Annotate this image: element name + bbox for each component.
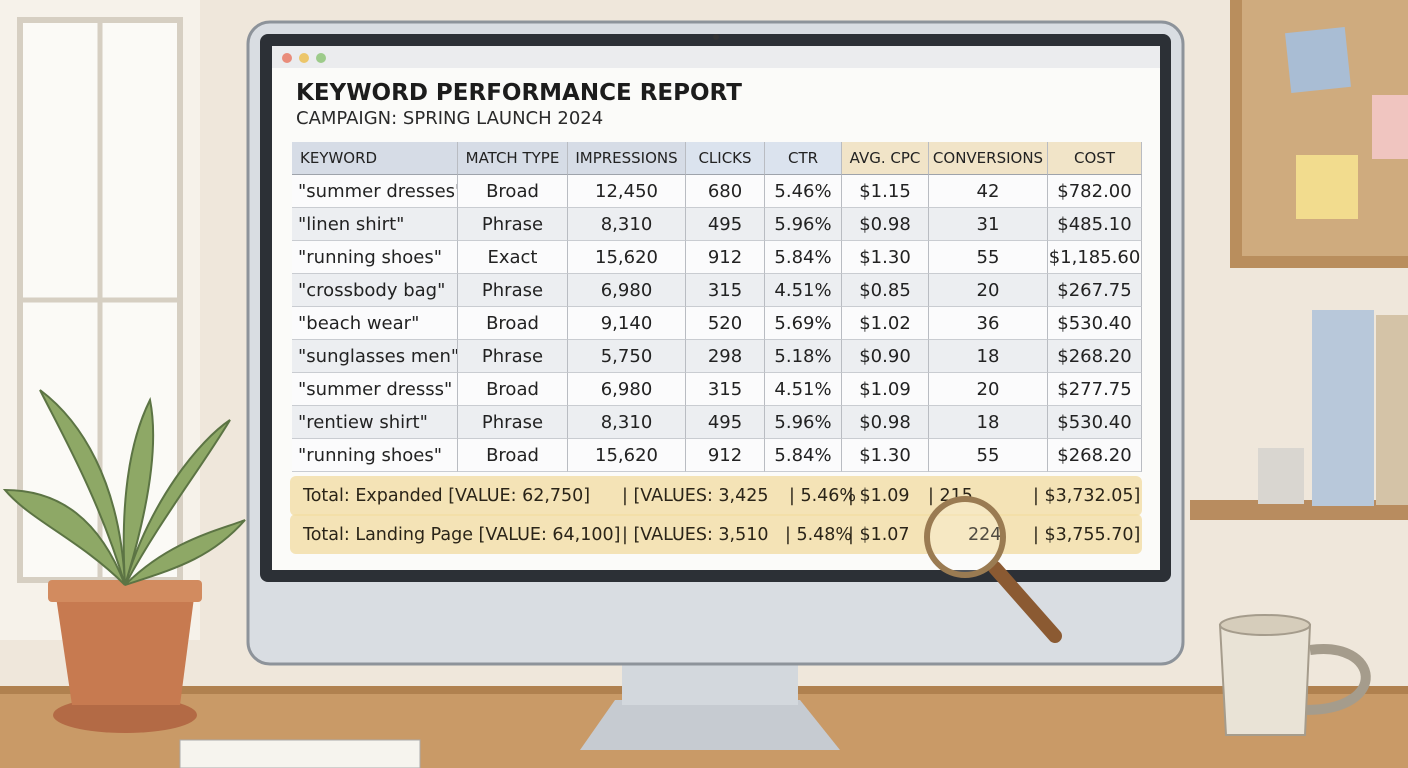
table-cell: 18 xyxy=(929,406,1048,439)
table-cell: Broad xyxy=(458,373,568,406)
table-cell: 495 xyxy=(686,208,765,241)
column-header: CTR xyxy=(765,142,842,175)
table-cell: 6,980 xyxy=(568,373,686,406)
total-segment: | 5.48% xyxy=(785,525,853,545)
table-cell: $530.40 xyxy=(1048,406,1142,439)
total-segment: | $3,755.70] xyxy=(1033,525,1141,545)
table-cell: $1.30 xyxy=(842,439,929,472)
table-cell: 298 xyxy=(686,340,765,373)
table-cell: 5.18% xyxy=(765,340,842,373)
table-cell: 680 xyxy=(686,175,765,208)
table-cell: 15,620 xyxy=(568,439,686,472)
table-cell: $530.40 xyxy=(1048,307,1142,340)
column-header: CONVERSIONS xyxy=(929,142,1048,175)
table-cell: Broad xyxy=(458,307,568,340)
table-cell: 315 xyxy=(686,274,765,307)
table-cell: "sunglasses men" xyxy=(292,340,458,373)
table-cell: 5.96% xyxy=(765,208,842,241)
column-header: COST xyxy=(1048,142,1142,175)
total-segment: | 5.46% xyxy=(789,486,857,506)
table-cell: Broad xyxy=(458,175,568,208)
column-header: AVG. CPC xyxy=(842,142,929,175)
table-cell: 4.51% xyxy=(765,373,842,406)
table-cell: 31 xyxy=(929,208,1048,241)
table-cell: 495 xyxy=(686,406,765,439)
table-cell: 5.96% xyxy=(765,406,842,439)
table-cell: "running shoes" xyxy=(292,241,458,274)
table-cell: 315 xyxy=(686,373,765,406)
table-cell: 912 xyxy=(686,439,765,472)
table-cell: $0.85 xyxy=(842,274,929,307)
table-cell: 520 xyxy=(686,307,765,340)
table-cell: 12,450 xyxy=(568,175,686,208)
table-cell: Exact xyxy=(458,241,568,274)
total-segment: | $3,732.05] xyxy=(1033,486,1141,506)
total-segment: Total: Expanded [VALUE: 62,750] xyxy=(303,486,591,506)
total-segment: | $1.09 xyxy=(848,486,910,506)
table-cell: "linen shirt" xyxy=(292,208,458,241)
table-cell: 15,620 xyxy=(568,241,686,274)
table-cell: $1.02 xyxy=(842,307,929,340)
table-cell: 5.84% xyxy=(765,439,842,472)
table-cell: Phrase xyxy=(458,208,568,241)
table-cell: 4.51% xyxy=(765,274,842,307)
table-cell: $277.75 xyxy=(1048,373,1142,406)
table-cell: $485.10 xyxy=(1048,208,1142,241)
table-cell: $1.09 xyxy=(842,373,929,406)
total-segment: Total: Landing Page [VALUE: 64,100] xyxy=(303,525,621,545)
column-header: MATCH TYPE xyxy=(458,142,568,175)
table-cell: 8,310 xyxy=(568,208,686,241)
column-header: IMPRESSIONS xyxy=(568,142,686,175)
column-header: KEYWORD xyxy=(292,142,458,175)
total-segment: | 215 xyxy=(928,486,973,506)
table-cell: $0.98 xyxy=(842,208,929,241)
total-segment: | $1.07 xyxy=(848,525,910,545)
total-segment: 224 xyxy=(968,525,1002,545)
table-cell: 5.84% xyxy=(765,241,842,274)
table-cell: 9,140 xyxy=(568,307,686,340)
table-cell: "beach wear" xyxy=(292,307,458,340)
table-cell: 55 xyxy=(929,241,1048,274)
table-cell: 5,750 xyxy=(568,340,686,373)
table-cell: 5.46% xyxy=(765,175,842,208)
table-cell: 18 xyxy=(929,340,1048,373)
total-segment: | [VALUES: 3,425 xyxy=(622,486,769,506)
table-cell: $1.30 xyxy=(842,241,929,274)
table-cell: $268.20 xyxy=(1048,439,1142,472)
table-cell: "running shoes" xyxy=(292,439,458,472)
table-cell: $1.15 xyxy=(842,175,929,208)
table-cell: Phrase xyxy=(458,274,568,307)
table-cell: $268.20 xyxy=(1048,340,1142,373)
table-cell: $0.98 xyxy=(842,406,929,439)
table-cell: $1,185.60 xyxy=(1048,241,1142,274)
table-cell: 8,310 xyxy=(568,406,686,439)
table-cell: "rentiew shirt" xyxy=(292,406,458,439)
column-header: CLICKS xyxy=(686,142,765,175)
table-cell: 20 xyxy=(929,274,1048,307)
table-cell: "summer dresss" xyxy=(292,373,458,406)
table-cell: Phrase xyxy=(458,406,568,439)
report-title: KEYWORD PERFORMANCE REPORT xyxy=(296,80,742,106)
table-cell: 55 xyxy=(929,439,1048,472)
report-subtitle: CAMPAIGN: SPRING LAUNCH 2024 xyxy=(296,108,604,129)
table-cell: $267.75 xyxy=(1048,274,1142,307)
table-cell: $782.00 xyxy=(1048,175,1142,208)
table-cell: 20 xyxy=(929,373,1048,406)
table-cell: $0.90 xyxy=(842,340,929,373)
table-cell: Phrase xyxy=(458,340,568,373)
table-cell: 42 xyxy=(929,175,1048,208)
table-cell: 5.69% xyxy=(765,307,842,340)
table-cell: 36 xyxy=(929,307,1048,340)
table-cell: "summer dresses" xyxy=(292,175,458,208)
table-cell: 912 xyxy=(686,241,765,274)
total-segment: | [VALUES: 3,510 xyxy=(622,525,769,545)
table-cell: "crossbody bag" xyxy=(292,274,458,307)
table-cell: Broad xyxy=(458,439,568,472)
table-cell: 6,980 xyxy=(568,274,686,307)
